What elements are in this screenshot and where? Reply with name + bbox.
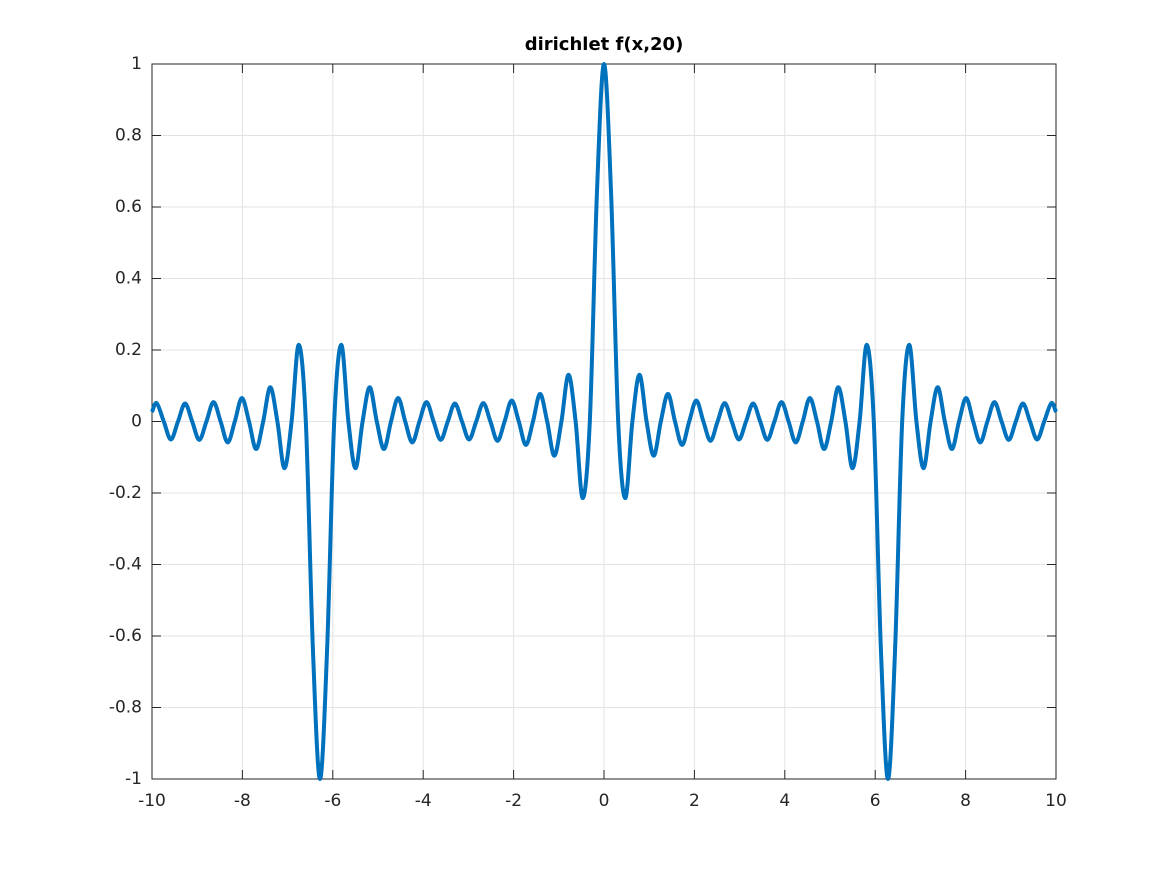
- y-tick-label: 0.6: [115, 197, 142, 217]
- y-tick-label: -1: [125, 769, 142, 789]
- y-tick-label: 1: [131, 54, 142, 74]
- y-tick-label: -0.8: [109, 698, 142, 718]
- y-tick-label: 0.4: [115, 269, 142, 289]
- x-tick-label: 6: [870, 791, 881, 811]
- x-tick-label: -8: [234, 791, 251, 811]
- x-tick-label: 0: [599, 791, 610, 811]
- x-tick-label: -6: [324, 791, 341, 811]
- x-tick-label: -4: [415, 791, 432, 811]
- y-tick-label: 0.2: [115, 340, 142, 360]
- line: [150, 62, 1058, 781]
- y-tick-label: 0: [131, 412, 142, 432]
- y-tick-label: 0.8: [115, 126, 142, 146]
- x-tick-label: 10: [1045, 791, 1067, 811]
- x-tick-label: 8: [960, 791, 971, 811]
- x-tick-label: 4: [779, 791, 790, 811]
- chart-title: dirichlet f(x,20): [525, 34, 684, 55]
- x-tick-label: -2: [505, 791, 522, 811]
- y-tick-label: -0.4: [109, 555, 142, 575]
- x-tick-label: -10: [138, 791, 166, 811]
- y-tick-label: -0.6: [109, 626, 142, 646]
- y-tick-label: -0.2: [109, 483, 142, 503]
- x-tick-label: 2: [689, 791, 700, 811]
